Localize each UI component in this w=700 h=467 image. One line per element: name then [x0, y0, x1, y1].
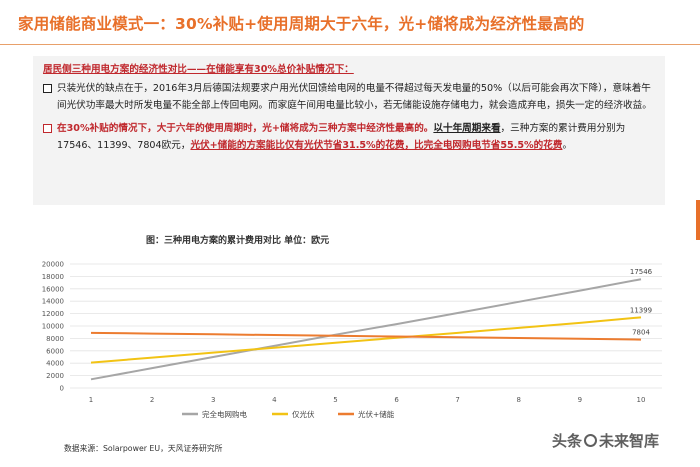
summary-box: 居民侧三种用电方案的经济性对比——在储能享有30%总价补贴情况下： 只装光伏的缺… — [33, 56, 665, 205]
x-tick-label: 4 — [272, 396, 277, 404]
x-tick-label: 1 — [89, 396, 93, 404]
y-tick-label: 2000 — [46, 372, 64, 380]
summary-heading: 居民侧三种用电方案的经济性对比——在储能享有30%总价补贴情况下： — [43, 64, 354, 75]
y-tick-label: 16000 — [42, 285, 64, 293]
paragraph-pv-drawback-text: 只装光伏的缺点在于，2016年3月后德国法规要求户用光伏回馈给电网的电量不得超过… — [57, 83, 652, 111]
conclusion-highlight: 在30%补贴的情况下，大于六年的使用周期时，光+储将成为三种方案中经济性最高的。 — [57, 123, 434, 134]
x-tick-label: 2 — [150, 396, 154, 404]
x-tick-label: 10 — [637, 396, 646, 404]
source-note: 数据来源：Solarpower EU，天风证券研究所 — [64, 444, 223, 453]
y-tick-label: 10000 — [42, 323, 64, 331]
savings-highlight: 光伏+储能的方案能比仅有光伏节省31.5%的花费，比完全电网购电节省55.5%的… — [190, 140, 563, 151]
x-tick-label: 3 — [211, 396, 215, 404]
watermark-logo-icon — [584, 434, 598, 447]
y-tick-label: 14000 — [42, 298, 64, 306]
chart-title: 图：三种用电方案的累计费用对比 单位：欧元 — [146, 236, 330, 246]
title-divider — [0, 44, 700, 45]
x-tick-label: 5 — [333, 396, 337, 404]
watermark: 头条 未来智库 — [552, 430, 659, 451]
paragraph-pv-drawback: 只装光伏的缺点在于，2016年3月后德国法规要求户用光伏回馈给电网的电量不得超过… — [43, 80, 655, 114]
paragraph-conclusion: 在30%补贴的情况下，大于六年的使用周期时，光+储将成为三种方案中经济性最高的。… — [43, 120, 655, 154]
x-tick-label: 8 — [517, 396, 521, 404]
ten-year-label: 以十年周期来看 — [433, 123, 501, 134]
paragraph-end: 。 — [562, 140, 573, 151]
y-tick-label: 20000 — [42, 261, 64, 269]
data-label: 7804 — [632, 329, 650, 337]
y-tick-label: 8000 — [46, 335, 64, 343]
legend-label: 光伏+储能 — [358, 409, 395, 419]
y-tick-label: 18000 — [42, 273, 64, 281]
y-tick-label: 6000 — [46, 347, 64, 355]
square-bullet-icon — [43, 124, 52, 133]
cumulative-cost-line-chart: 0 2000 4000 6000 8000 10000 12000 14000 16000 180… — [42, 261, 662, 419]
legend-label: 仅光伏 — [292, 409, 315, 419]
y-tick-label: 4000 — [46, 360, 64, 368]
series-line — [90, 316, 642, 364]
data-label: 11399 — [630, 306, 652, 314]
y-tick-label: 0 — [60, 385, 64, 393]
y-tick-label: 12000 — [42, 310, 64, 318]
watermark-left-text: 头条 — [552, 432, 583, 450]
legend-label: 完全电网购电 — [202, 409, 247, 419]
page-title: 家用储能商业模式一：30%补贴+使用周期大于六年，光+储将成为经济性最高的 — [18, 15, 585, 33]
x-tick-label: 6 — [394, 396, 399, 404]
series-line — [90, 331, 642, 341]
cumulative-cost-text: ，三种方案的累计费用分别为17546、11399、7804欧元， — [57, 123, 626, 151]
x-tick-label: 9 — [578, 396, 582, 404]
square-bullet-icon — [43, 84, 52, 93]
series-line — [90, 278, 642, 381]
watermark-right-text: 未来智库 — [599, 432, 660, 450]
x-tick-label: 7 — [455, 396, 459, 404]
data-label: 17546 — [630, 268, 653, 276]
side-accent-bar — [696, 200, 700, 240]
